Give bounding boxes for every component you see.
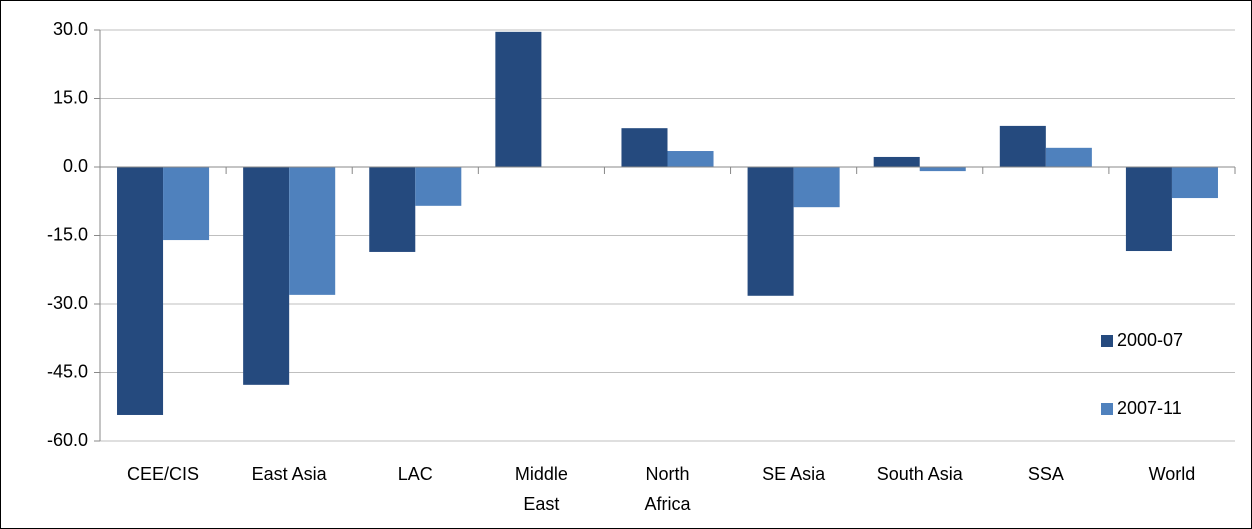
legend-swatch — [1101, 335, 1113, 347]
bar — [289, 167, 336, 295]
y-tick-label: -45.0 — [47, 361, 88, 381]
y-tick-label: 15.0 — [53, 87, 88, 107]
bar — [117, 167, 164, 415]
y-tick-label: 30.0 — [53, 19, 88, 39]
bar — [1171, 167, 1218, 199]
bar — [793, 167, 840, 208]
bar — [1125, 167, 1172, 252]
x-tick-label: SSA — [1028, 464, 1064, 484]
x-tick-label: Middle East — [515, 464, 568, 514]
x-tick-label: SE Asia — [762, 464, 826, 484]
x-tick-label: North Africa — [644, 464, 691, 514]
x-tick-label: East Asia — [252, 464, 328, 484]
bar — [919, 167, 966, 172]
y-tick-label: -60.0 — [47, 430, 88, 450]
bar — [163, 167, 210, 241]
legend-swatch — [1101, 403, 1113, 415]
bar — [621, 128, 668, 167]
x-tick-label: LAC — [398, 464, 433, 484]
bar — [873, 156, 920, 167]
y-tick-label: -30.0 — [47, 293, 88, 313]
x-tick-label: World — [1149, 464, 1196, 484]
x-tick-label: South Asia — [877, 464, 964, 484]
bar — [369, 167, 416, 252]
legend-label: 2000-07 — [1117, 330, 1183, 350]
bar — [747, 167, 794, 296]
bar — [495, 31, 542, 168]
legend-label: 2007-11 — [1117, 398, 1182, 418]
bar — [999, 125, 1046, 167]
x-tick-label: CEE/CIS — [127, 464, 199, 484]
bar — [667, 151, 714, 167]
y-tick-label: -15.0 — [47, 224, 88, 244]
y-tick-label: 0.0 — [63, 156, 88, 176]
bar — [415, 167, 462, 206]
bar — [243, 167, 290, 385]
bar — [1045, 147, 1092, 167]
